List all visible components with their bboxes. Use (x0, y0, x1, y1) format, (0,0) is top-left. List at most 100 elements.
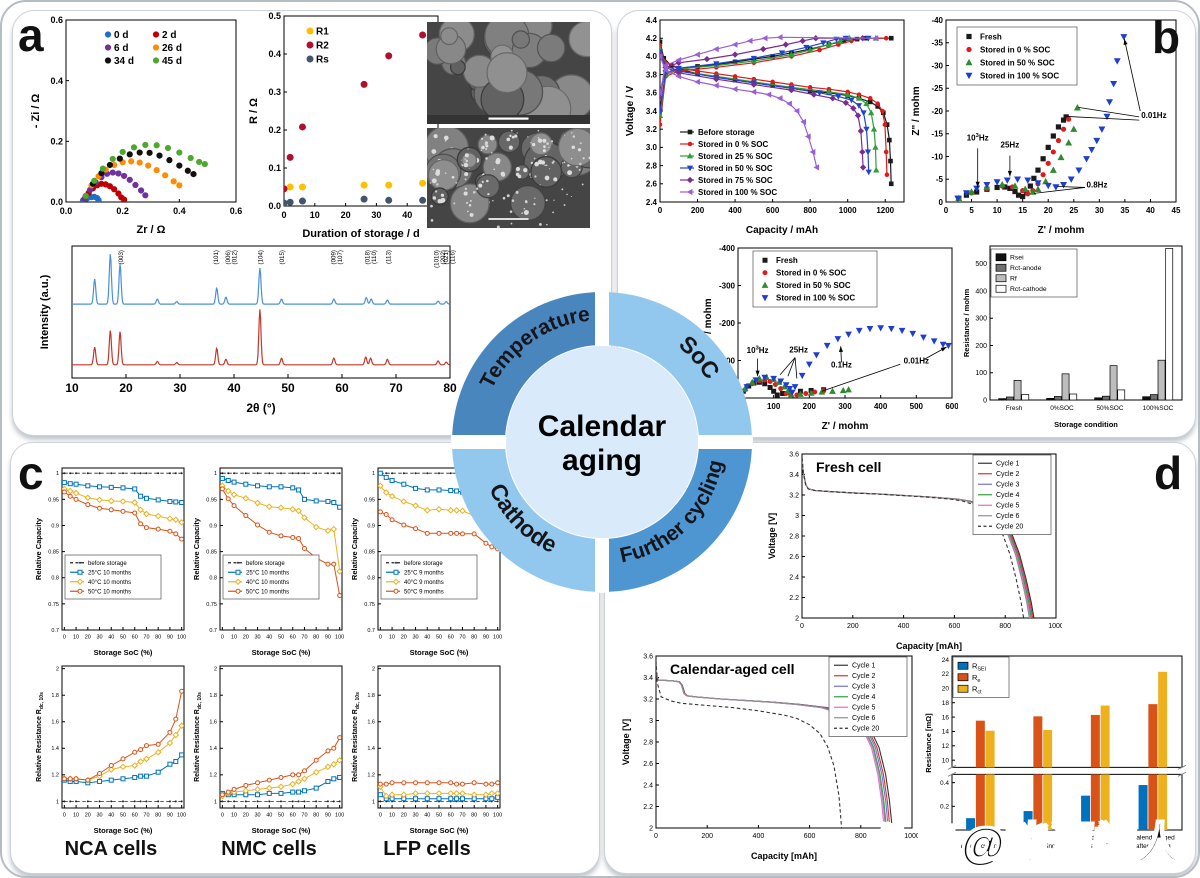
svg-text:5: 5 (969, 206, 974, 215)
svg-text:0.1Hz: 0.1Hz (831, 360, 852, 369)
svg-text:50: 50 (278, 635, 284, 641)
svg-text:R / Ω: R / Ω (248, 98, 260, 124)
svg-text:before storage: before storage (88, 561, 127, 567)
svg-text:0.6: 0.6 (50, 15, 63, 25)
lfp-cells-label: LFP cells (383, 838, 471, 860)
svg-text:3.4: 3.4 (646, 107, 658, 116)
svg-text:40: 40 (266, 813, 272, 819)
svg-text:Cycle 1: Cycle 1 (996, 461, 1019, 468)
svg-text:20: 20 (401, 813, 407, 819)
svg-text:60: 60 (132, 813, 138, 819)
svg-text:70: 70 (301, 813, 307, 819)
panel-a-label: a (18, 9, 44, 61)
svg-text:400: 400 (874, 402, 888, 411)
svg-text:40: 40 (424, 813, 430, 819)
resistance-bar-chart-soc: 0 100 200 300 400 500 Fresh 0%SOC 50%SOC 100%SOC S… (960, 240, 1188, 430)
svg-text:2.8: 2.8 (646, 161, 658, 170)
svg-text:600: 600 (804, 833, 816, 840)
svg-text:90: 90 (167, 813, 173, 819)
svg-text:Relative Resistance Rdc, 10s: Relative Resistance Rdc, 10s (352, 692, 361, 782)
svg-text:40: 40 (227, 381, 241, 395)
svg-text:-20: -20 (931, 107, 943, 116)
svg-text:after cycling: after cycling (1136, 843, 1171, 850)
svg-text:Rf: Rf (1010, 276, 1017, 283)
relative-resistance-lfp-plot: 0 10 20 30 40 50 60 70 80 90 100 1 1.2 1.4 1.6 1.8 2 Stor… (348, 660, 506, 836)
svg-text:0.4: 0.4 (940, 780, 949, 787)
svg-text:1: 1 (56, 799, 59, 805)
svg-text:0 d: 0 d (114, 30, 128, 41)
svg-text:0.0: 0.0 (60, 206, 73, 216)
svg-text:25°C 10 months: 25°C 10 months (88, 570, 131, 576)
svg-text:3: 3 (795, 513, 799, 520)
sem-image-fresh (427, 22, 590, 124)
svg-text:Stored in 75 % SOC: Stored in 75 % SOC (698, 176, 773, 185)
svg-text:1.8: 1.8 (209, 693, 217, 699)
svg-text:0.95: 0.95 (48, 497, 59, 503)
svg-text:Stored in 0 % SOC: Stored in 0 % SOC (698, 140, 768, 149)
svg-text:Stored in 0 % SOC: Stored in 0 % SOC (980, 45, 1050, 54)
svg-text:1.4: 1.4 (367, 746, 375, 752)
svg-text:40: 40 (108, 813, 114, 819)
svg-text:Cycle 20: Cycle 20 (852, 726, 879, 733)
svg-text:1.4: 1.4 (51, 746, 59, 752)
svg-text:Z" / mohm: Z" / mohm (911, 86, 922, 135)
svg-text:2.6: 2.6 (643, 761, 653, 768)
svg-text:Stored in 25 % SOC: Stored in 25 % SOC (698, 152, 773, 161)
svg-text:Storage SoC (%): Storage SoC (%) (252, 826, 311, 835)
svg-text:Cycle 4: Cycle 4 (852, 694, 875, 701)
svg-text:300: 300 (838, 402, 852, 411)
svg-text:0.0: 0.0 (50, 197, 63, 207)
svg-text:0.9: 0.9 (51, 523, 59, 529)
svg-text:Resistance / mohm: Resistance / mohm (962, 288, 971, 357)
resistance-bar-chart-cycling: 10 12 14 16 18 20 22 24 0 0.2 0.4 Resistance [mΩ] Fr… (922, 650, 1190, 862)
svg-text:1.8: 1.8 (367, 693, 375, 699)
svg-text:-25: -25 (931, 84, 943, 93)
svg-text:30: 30 (412, 635, 418, 641)
svg-text:34 d: 34 d (114, 56, 134, 67)
svg-text:800: 800 (803, 206, 817, 215)
nyquist-plot-soc-cell: 0 5 10 15 20 25 30 35 40 45 0 -5 -10 -15 -20 -25 -30 -35 -… (910, 14, 1182, 236)
svg-text:Rsei: Rsei (1010, 255, 1024, 262)
svg-text:Stored in 100 % SOC: Stored in 100 % SOC (776, 294, 855, 303)
svg-text:60: 60 (448, 813, 454, 819)
svg-text:3.0: 3.0 (646, 143, 658, 152)
svg-text:4.2: 4.2 (646, 34, 658, 43)
svg-text:(015): (015) (279, 250, 286, 264)
svg-text:2θ (°): 2θ (°) (246, 401, 275, 415)
svg-text:0.5: 0.5 (268, 11, 281, 21)
svg-text:Relative Resistance Rdc, 10s: Relative Resistance Rdc, 10s (194, 692, 203, 782)
svg-text:100: 100 (335, 635, 344, 641)
svg-text:100: 100 (493, 635, 502, 641)
svg-text:1.6: 1.6 (209, 720, 217, 726)
svg-text:0%SOC: 0%SOC (1050, 405, 1074, 412)
svg-text:40°C 9 months: 40°C 9 months (404, 580, 444, 586)
svg-text:Calendar-aged: Calendar-aged (1074, 835, 1117, 842)
svg-text:Voltage [V]: Voltage [V] (621, 719, 631, 765)
svg-text:100: 100 (177, 635, 186, 641)
svg-text:- Zi / Ω: - Zi / Ω (30, 94, 42, 129)
svg-text:0.8Hz: 0.8Hz (1087, 180, 1108, 189)
svg-text:0.95: 0.95 (364, 497, 375, 503)
svg-text:200: 200 (847, 623, 859, 630)
nmc-cells-label: NMC cells (221, 838, 317, 860)
svg-text:Voltage [V]: Voltage [V] (767, 513, 777, 559)
svg-text:Z" / mohm: Z" / mohm (703, 298, 714, 347)
voltage-capacity-plot: 0 200 400 600 800 1000 1200 2.4 2.6 2.8 3.0 3.2 3.4 3… (624, 14, 910, 236)
svg-text:100: 100 (975, 370, 987, 377)
svg-text:10: 10 (231, 813, 237, 819)
svg-text:22: 22 (942, 671, 950, 678)
svg-text:60: 60 (290, 635, 296, 641)
svg-text:0.2: 0.2 (50, 136, 63, 146)
svg-text:Rct-anode: Rct-anode (1010, 265, 1042, 272)
svg-text:100: 100 (335, 813, 344, 819)
svg-text:200: 200 (803, 402, 817, 411)
svg-text:3.2: 3.2 (643, 696, 653, 703)
calendar-aging-donut-diagram: Temperature SoC Cathode Further cycling Cale… (437, 277, 767, 607)
svg-text:Storage SoC (%): Storage SoC (%) (410, 648, 469, 657)
svg-text:2.8: 2.8 (789, 533, 799, 540)
svg-text:Rs: Rs (316, 55, 329, 66)
svg-text:Voltage / V: Voltage / V (625, 85, 636, 136)
svg-text:1000: 1000 (839, 206, 857, 215)
relative-resistance-nca-plot: 0 10 20 30 40 50 60 70 80 90 100 1 1.2 1.4 1.6 1.8 2 Stor… (32, 660, 190, 836)
svg-text:3.2: 3.2 (646, 125, 658, 134)
